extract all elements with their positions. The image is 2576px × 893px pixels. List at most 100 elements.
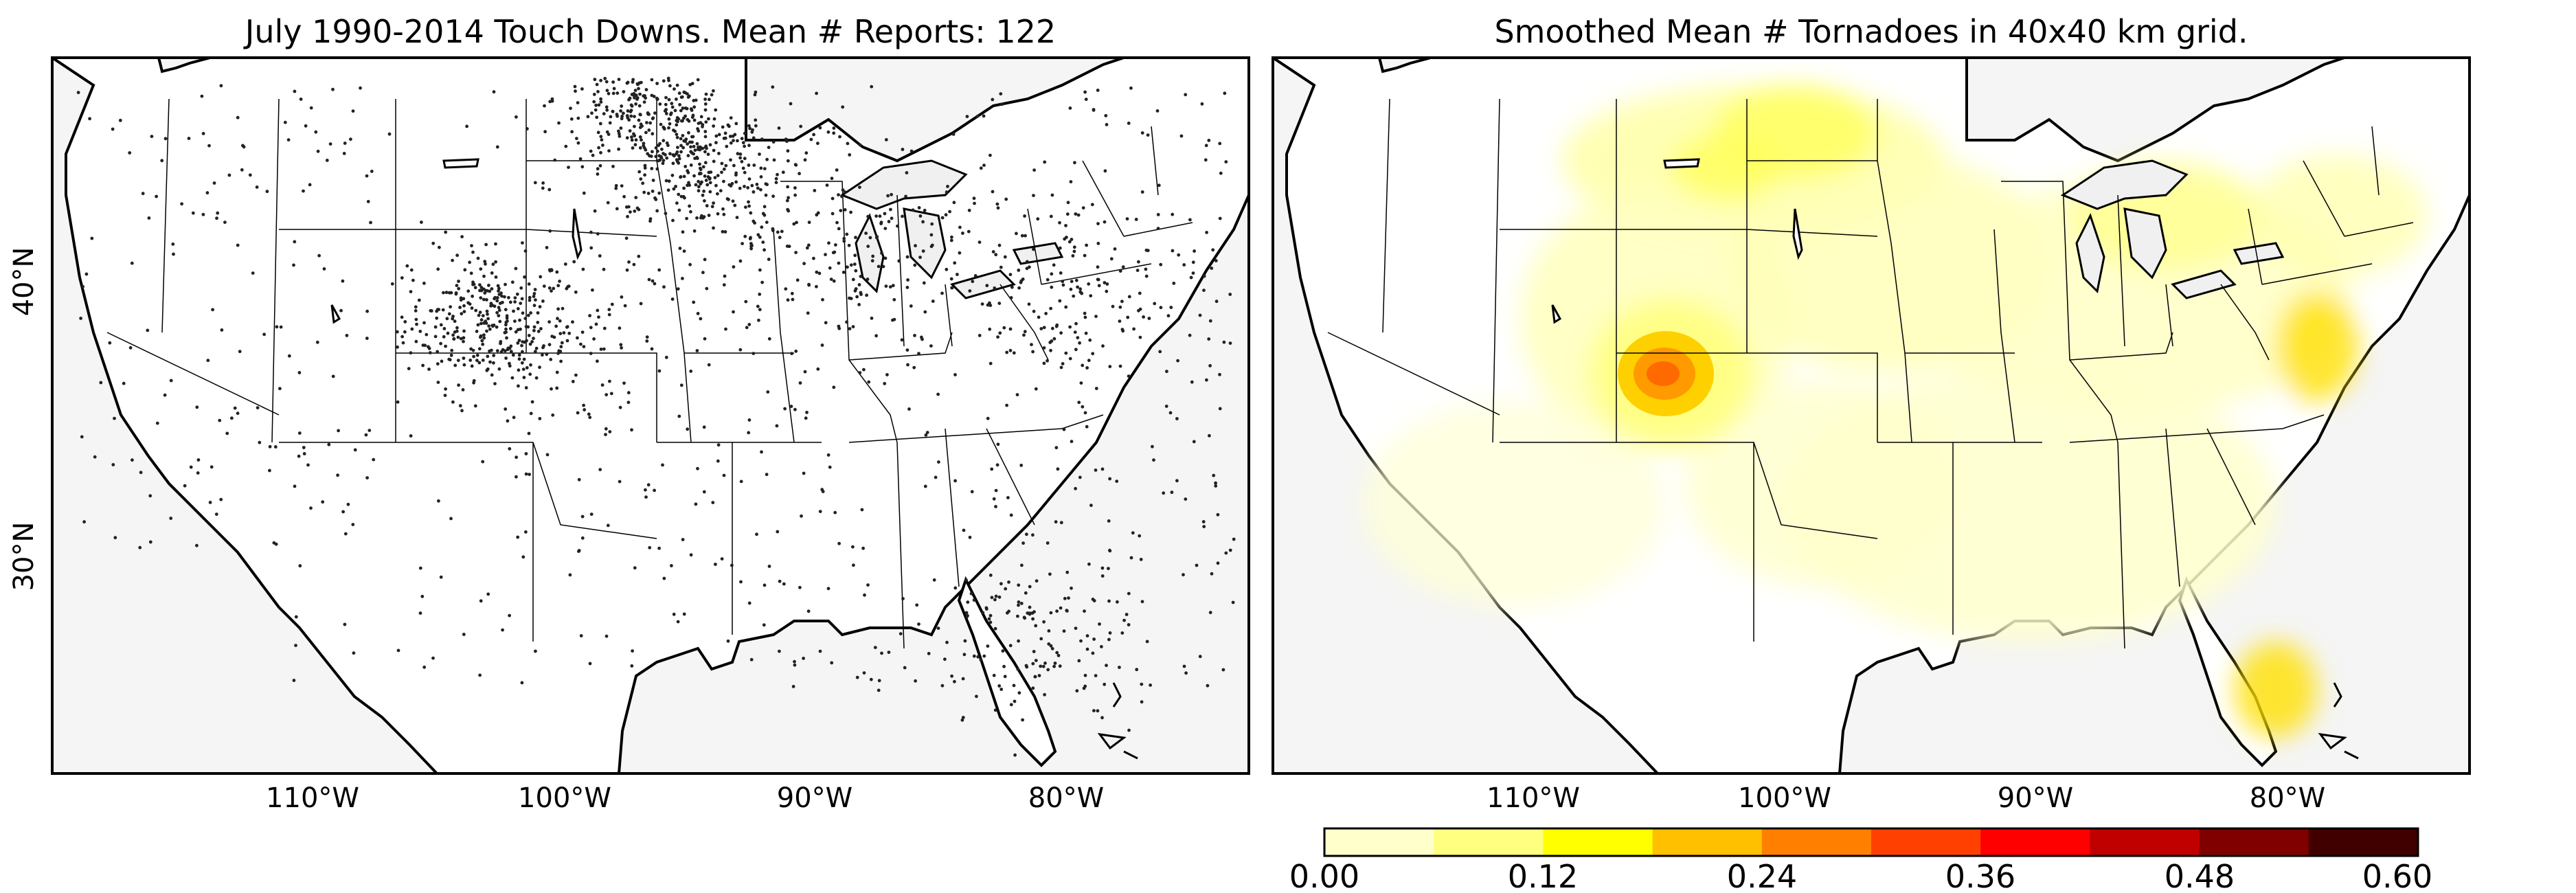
- report-point: [1016, 614, 1019, 618]
- report-point: [1070, 238, 1074, 241]
- report-point: [1013, 699, 1017, 703]
- report-point: [692, 99, 696, 102]
- report-point: [1042, 620, 1046, 624]
- left-lat-tick-30n: 30°N: [8, 522, 40, 591]
- report-point: [462, 336, 466, 340]
- report-point: [567, 284, 571, 289]
- report-point: [523, 275, 526, 279]
- report-point: [547, 268, 552, 272]
- report-point: [518, 318, 521, 322]
- report-point: [720, 557, 724, 561]
- report-point: [1043, 160, 1047, 164]
- report-point: [645, 339, 649, 343]
- report-point: [559, 345, 563, 349]
- report-point: [787, 196, 790, 200]
- report-point: [637, 170, 642, 174]
- report-point: [752, 136, 756, 140]
- report-point: [1030, 343, 1033, 346]
- colorbar-tick-3: 0.36: [1945, 858, 2015, 893]
- report-point: [322, 267, 326, 271]
- report-point: [517, 353, 521, 357]
- report-point: [987, 617, 991, 621]
- left-lat-tick-40n: 40°N: [8, 247, 40, 317]
- report-point: [414, 305, 418, 309]
- report-point: [729, 158, 732, 162]
- report-point: [571, 380, 575, 383]
- report-point: [479, 318, 484, 322]
- report-point: [899, 632, 903, 635]
- report-point: [1065, 609, 1069, 613]
- report-point: [871, 254, 875, 258]
- report-point: [962, 528, 966, 532]
- report-point: [765, 157, 769, 161]
- report-point: [650, 347, 654, 351]
- report-point: [439, 341, 442, 346]
- report-point: [632, 262, 636, 267]
- report-point: [1195, 563, 1199, 567]
- report-point: [689, 553, 693, 557]
- report-point: [599, 100, 603, 104]
- report-point: [1207, 139, 1211, 142]
- report-point: [645, 121, 648, 124]
- report-point: [1170, 490, 1174, 495]
- report-point: [693, 157, 697, 161]
- left-map-panel: 110°W 100°W 90°W 80°W 40°N 30°N: [8, 56, 1250, 814]
- report-point: [694, 183, 698, 187]
- report-point: [240, 168, 244, 172]
- report-point: [758, 235, 762, 239]
- report-point: [401, 341, 405, 345]
- report-point: [1107, 599, 1111, 603]
- report-point: [1028, 265, 1031, 269]
- report-point: [1033, 675, 1037, 679]
- report-point: [474, 308, 478, 313]
- report-point: [786, 149, 790, 153]
- report-point: [556, 307, 560, 311]
- colorbar-tick-5: 0.60: [2362, 858, 2432, 893]
- report-point: [429, 309, 433, 313]
- report-point: [341, 279, 345, 283]
- report-point: [720, 161, 724, 166]
- report-point: [82, 520, 86, 524]
- report-point: [614, 183, 618, 188]
- report-point: [650, 167, 654, 170]
- report-point: [442, 291, 445, 295]
- colorbar-cell: [1652, 828, 1763, 856]
- report-point: [704, 179, 708, 182]
- report-point: [538, 365, 541, 370]
- report-point: [918, 214, 923, 218]
- report-point: [483, 291, 487, 295]
- report-point: [589, 352, 593, 355]
- report-point: [650, 78, 654, 82]
- report-point: [1097, 284, 1101, 288]
- report-point: [541, 181, 545, 185]
- report-point: [1144, 274, 1149, 278]
- report-point: [488, 289, 492, 293]
- report-point: [996, 335, 999, 339]
- report-point: [163, 393, 167, 397]
- report-point: [953, 479, 957, 483]
- report-point: [521, 350, 524, 354]
- report-point: [732, 163, 736, 168]
- report-point: [677, 161, 681, 165]
- report-point: [988, 327, 992, 331]
- report-point: [923, 208, 927, 212]
- report-point: [577, 477, 581, 482]
- report-point: [589, 246, 594, 250]
- report-point: [695, 349, 699, 352]
- report-point: [1017, 286, 1021, 290]
- right-hotspot: [1618, 331, 1714, 416]
- report-point: [513, 300, 517, 304]
- report-point: [1091, 352, 1095, 356]
- report-point: [1214, 481, 1217, 485]
- report-point: [743, 185, 746, 188]
- report-point: [633, 143, 637, 147]
- report-point: [762, 167, 767, 171]
- report-point: [786, 185, 789, 189]
- left-frame: [51, 56, 1250, 775]
- report-point: [299, 98, 303, 101]
- report-point: [932, 578, 936, 582]
- report-point: [576, 101, 580, 104]
- report-point: [731, 199, 735, 203]
- report-point: [1127, 728, 1131, 732]
- report-point: [1193, 249, 1196, 253]
